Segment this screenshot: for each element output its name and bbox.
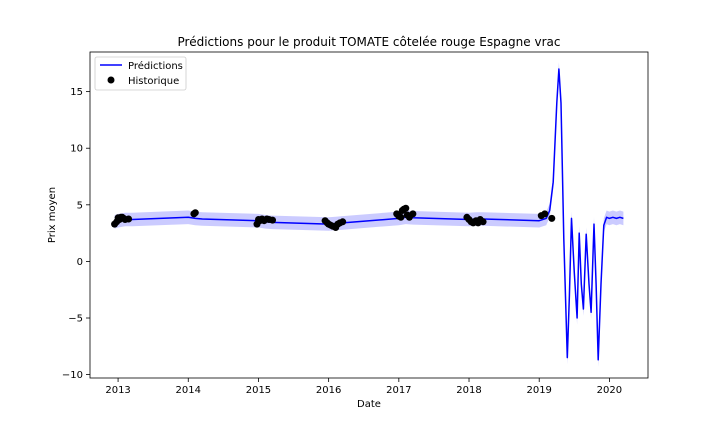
history-point	[548, 214, 556, 222]
history-series	[111, 204, 556, 231]
history-point	[402, 204, 410, 212]
y-tick-label: 15	[70, 87, 83, 98]
x-tick-label: 2013	[105, 385, 130, 396]
legend-point-swatch	[107, 76, 115, 84]
y-tick-label: −10	[62, 370, 83, 381]
y-tick-label: 0	[77, 257, 83, 268]
plot-area	[89, 51, 649, 379]
x-tick-label: 2019	[526, 385, 551, 396]
history-point	[191, 209, 199, 217]
x-tick-label: 2015	[246, 385, 271, 396]
x-tick-label: 2017	[386, 385, 411, 396]
y-axis-label: Prix moyen	[47, 187, 58, 243]
y-tick-label: −5	[68, 314, 83, 325]
x-tick-label: 2016	[316, 385, 341, 396]
history-point	[541, 210, 549, 218]
prediction-interval-band	[114, 62, 624, 367]
y-tick-label: 10	[70, 144, 83, 155]
x-tick-label: 2014	[176, 385, 201, 396]
chart-title: Prédictions pour le produit TOMATE côtel…	[178, 35, 561, 49]
legend: Prédictions Historique	[94, 56, 187, 91]
history-point	[479, 218, 487, 226]
x-axis-label: Date	[357, 399, 381, 410]
prediction-interval-area	[114, 62, 624, 367]
history-point	[409, 210, 417, 218]
legend-label-predictions: Prédictions	[128, 60, 183, 72]
x-tick-label: 2018	[456, 385, 481, 396]
history-point	[125, 215, 133, 223]
legend-label-history: Historique	[128, 76, 179, 87]
history-point	[397, 213, 405, 221]
x-tick-label: 2020	[597, 385, 622, 396]
history-point	[339, 218, 347, 226]
y-axis: −10 −5 0 5 10 15	[62, 87, 90, 381]
history-point	[269, 216, 276, 224]
x-axis: 2013 2014 2015 2016 2017 2018 2019 2020	[105, 378, 622, 396]
y-tick-label: 5	[77, 200, 83, 211]
plot-frame	[89, 51, 649, 379]
